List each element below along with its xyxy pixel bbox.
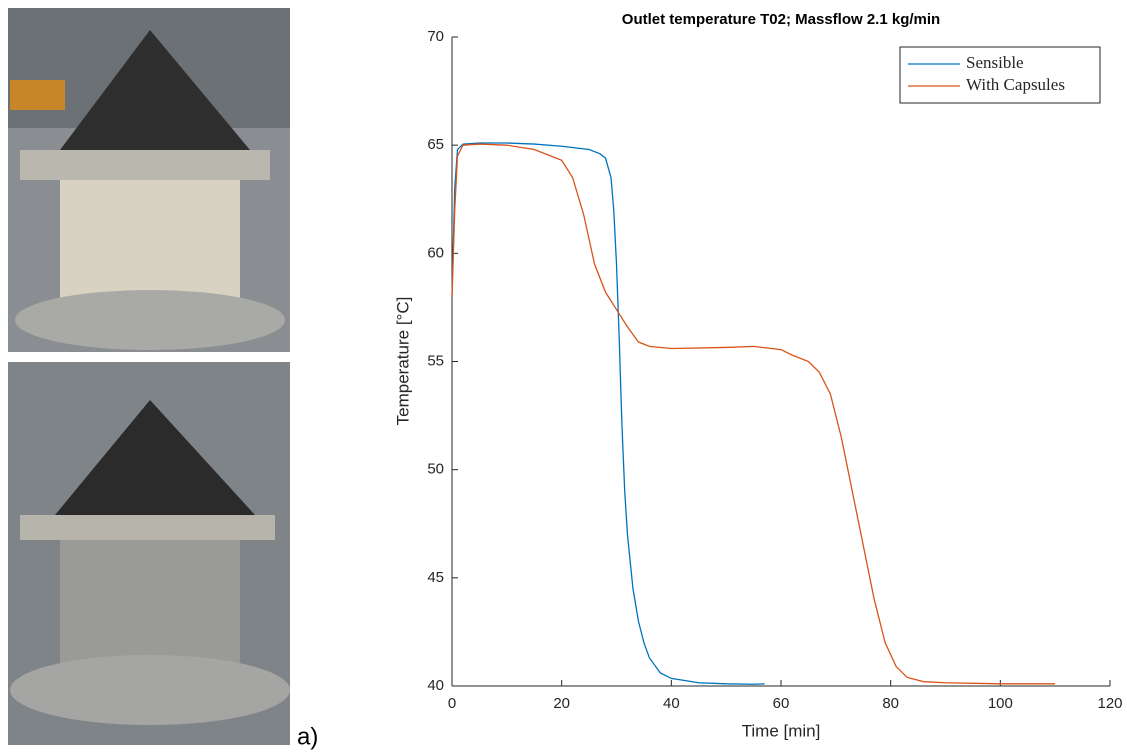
legend-label: Sensible [966,53,1024,72]
y-tick-label: 70 [427,28,444,45]
y-tick-label: 60 [427,244,444,261]
x-axis-label: Time [min] [742,721,821,740]
x-tick-label: 40 [663,695,680,712]
series-line [451,142,765,685]
chart-title: Outlet temperature T02; Massflow 2.1 kg/… [622,11,940,28]
x-tick-label: 0 [448,695,456,712]
photo-top [8,8,290,352]
panel-label: a) [297,723,318,750]
y-axis-label: Temperature [°C] [393,297,412,426]
x-tick-label: 60 [773,695,790,712]
legend-box [899,46,1101,104]
y-tick-label: 65 [427,136,444,153]
x-tick-label: 20 [553,695,570,712]
y-tick-label: 45 [427,569,444,586]
y-tick-label: 55 [427,352,444,369]
y-tick-label: 40 [427,677,444,694]
legend-label: With Capsules [966,75,1065,94]
y-tick-label: 50 [427,461,444,478]
x-tick-label: 100 [988,695,1013,712]
series-line [451,143,1056,685]
photo-bottom [8,362,290,745]
x-tick-label: 80 [882,695,899,712]
x-tick-label: 120 [1097,695,1122,712]
